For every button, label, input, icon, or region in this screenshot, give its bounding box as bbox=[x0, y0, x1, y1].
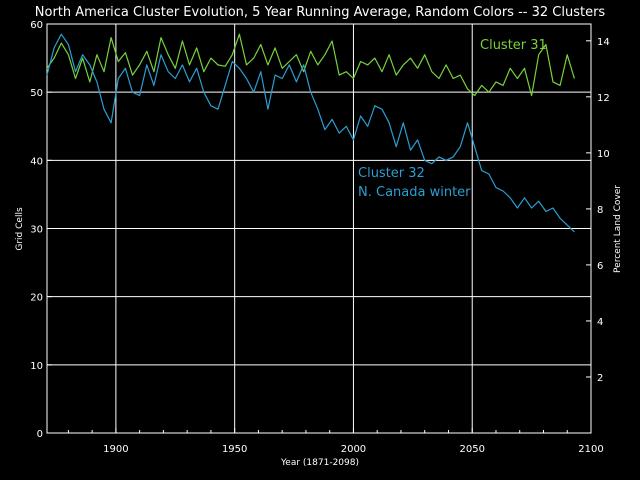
series-line-cluster-31 bbox=[46, 33, 575, 97]
y2-tick-label: 12 bbox=[597, 93, 610, 104]
y2-tick-label: 4 bbox=[597, 317, 603, 328]
y-tick-label: 50 bbox=[30, 88, 43, 99]
x-tick-label: 2100 bbox=[578, 444, 603, 455]
cluster-32-sublabel: N. Canada winter bbox=[358, 185, 471, 200]
y2-tick-label: 6 bbox=[597, 261, 603, 272]
series-layer bbox=[46, 33, 575, 233]
y2-tick-label: 2 bbox=[597, 373, 603, 384]
x-tick-label: 2050 bbox=[459, 444, 484, 455]
x-tick-label: 2000 bbox=[341, 444, 366, 455]
y2-axis-label: Percent Land Cover bbox=[613, 185, 623, 273]
y2-tick-label: 10 bbox=[597, 149, 610, 160]
y-tick-label: 60 bbox=[30, 20, 43, 31]
x-tick-label: 1900 bbox=[103, 444, 128, 455]
y-tick-label: 30 bbox=[30, 225, 43, 236]
x-axis-label: Year (1871-2098) bbox=[280, 458, 359, 468]
y-tick-label: 0 bbox=[37, 429, 43, 440]
y-tick-label: 10 bbox=[30, 361, 43, 372]
y2-tick-label: 14 bbox=[597, 37, 610, 48]
x-tick-label: 1950 bbox=[222, 444, 247, 455]
y-axis-label: Grid Cells bbox=[15, 207, 25, 251]
cluster-32-label: Cluster 32 bbox=[358, 166, 425, 181]
grid bbox=[47, 24, 592, 433]
series-line-cluster-32 bbox=[46, 33, 575, 233]
cluster-31-label: Cluster 31 bbox=[480, 38, 547, 53]
y-tick-label: 40 bbox=[30, 156, 43, 167]
axis-ticks: 1900 1950 2000 2050 2100 0 10 20 30 40 50 60 2 4 6 8 10 1… bbox=[30, 20, 609, 455]
y-tick-label: 20 bbox=[30, 293, 43, 304]
y2-tick-label: 8 bbox=[597, 205, 603, 216]
chart-title: North America Cluster Evolution, 5 Year … bbox=[35, 5, 606, 20]
